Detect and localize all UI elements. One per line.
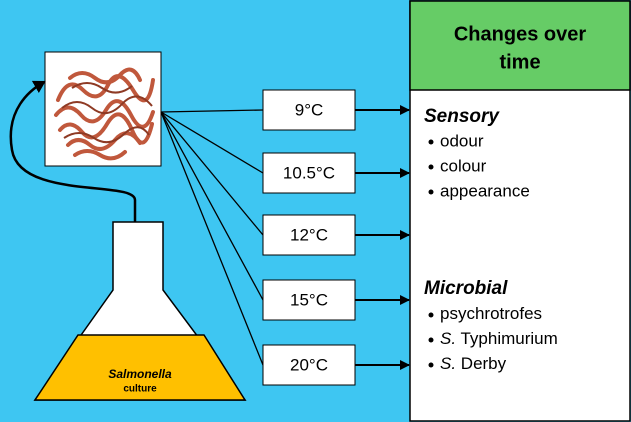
flask-label: culture <box>123 384 157 395</box>
list-item: S. Derby <box>440 354 507 373</box>
list-item: colour <box>440 156 487 175</box>
temperature-box <box>262 279 356 321</box>
bullet <box>428 139 434 145</box>
temperature-label: 9°C <box>295 100 324 119</box>
species-name: psychrotrofes <box>440 304 542 323</box>
fan-line <box>160 109 264 113</box>
bullet <box>428 189 434 195</box>
section-title: Sensory <box>424 106 500 127</box>
list-item: psychrotrofes <box>440 304 542 323</box>
bullet <box>428 362 434 368</box>
temperature-label: 12°C <box>290 225 328 244</box>
flask-liquid <box>33 334 247 401</box>
genus: S. <box>440 329 456 348</box>
inoculation-arrow <box>9 80 137 222</box>
fan-line <box>160 111 264 174</box>
temperature-label: 10.5°C <box>283 163 335 182</box>
temperature-label: 15°C <box>290 290 328 309</box>
temperature-label: 20°C <box>290 355 328 374</box>
fan-line <box>160 111 264 366</box>
genus: S. <box>440 354 456 373</box>
header-title: time <box>499 51 540 73</box>
temperature-box <box>262 89 356 131</box>
temperature-box <box>262 152 356 194</box>
section-title: Microbial <box>424 278 508 299</box>
species-name: Typhimurium <box>456 329 558 348</box>
list-item: odour <box>440 131 484 150</box>
fan-line <box>160 111 264 236</box>
panel-header <box>409 0 631 91</box>
mince-shading <box>61 82 153 144</box>
list-item: S. Typhimurium <box>440 329 558 348</box>
species-name: Derby <box>456 354 507 373</box>
bullet <box>428 312 434 318</box>
flask-label: Salmonella <box>108 367 172 381</box>
bullet <box>428 337 434 343</box>
list-item: appearance <box>440 181 530 200</box>
header-title: Changes over <box>454 23 586 45</box>
mince-illustration <box>54 67 155 161</box>
temperature-box <box>262 214 356 256</box>
bullet <box>428 164 434 170</box>
fan-line <box>160 111 264 301</box>
